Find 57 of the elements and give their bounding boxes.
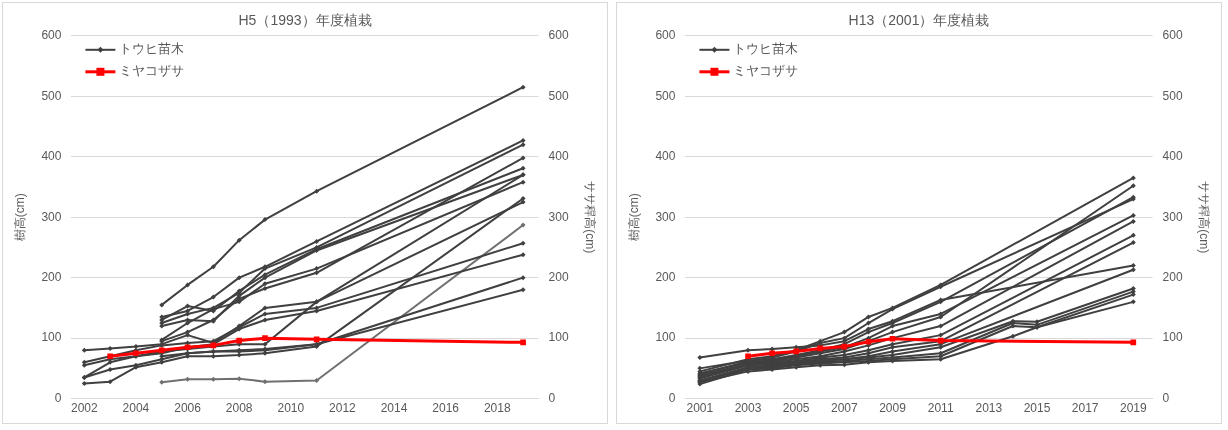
y2-tick-label: 100: [548, 330, 569, 345]
x-tick-label: 2013: [975, 401, 1003, 416]
legend-label: トウヒ苗木: [733, 41, 799, 57]
legend-label: ミヤコザサ: [119, 63, 185, 79]
legend-label: トウヒ苗木: [119, 41, 185, 57]
y-tick-label: 200: [41, 269, 62, 284]
chart-title: H13（2001）年度植栽: [848, 12, 990, 29]
x-tick-label: 2016: [432, 401, 460, 416]
y2-tick-label: 200: [1162, 269, 1183, 284]
x-tick-label: 2017: [1071, 401, 1099, 416]
x-tick-label: 2002: [70, 401, 98, 416]
y-tick-label: 600: [41, 28, 62, 43]
x-tick-label: 2018: [483, 401, 511, 416]
x-tick-label: 2006: [174, 401, 202, 416]
y-tick-label: 300: [41, 209, 62, 224]
y-tick-label: 300: [655, 209, 676, 224]
x-tick-label: 2008: [225, 401, 253, 416]
y-tick-label: 0: [54, 390, 62, 405]
x-tick-label: 2019: [1119, 401, 1147, 416]
y2-tick-label: 600: [1162, 28, 1183, 43]
x-tick-label: 2015: [1023, 401, 1051, 416]
x-tick-label: 2014: [380, 401, 408, 416]
y-tick-label: 500: [41, 88, 62, 103]
y2-tick-label: 300: [548, 209, 569, 224]
y-tick-label: 100: [655, 330, 676, 345]
x-tick-label: 2012: [329, 401, 357, 416]
y2-tick-label: 400: [548, 149, 569, 164]
x-tick-label: 2011: [927, 401, 954, 416]
y2-tick-label: 300: [1162, 209, 1183, 224]
y-tick-label: 200: [655, 269, 676, 284]
x-tick-label: 2001: [686, 401, 714, 416]
x-tick-label: 2007: [831, 401, 859, 416]
x-tick-label: 2005: [782, 401, 810, 416]
y2-tick-label: 0: [548, 390, 556, 405]
y-tick-label: 500: [655, 88, 676, 103]
y2-tick-label: 400: [1162, 149, 1183, 164]
y-tick-label: 400: [655, 149, 676, 164]
y2-tick-label: 0: [1162, 390, 1170, 405]
y2-axis-title: ササ稈高(cm): [583, 181, 598, 254]
y2-tick-label: 600: [548, 28, 569, 43]
x-tick-label: 2003: [734, 401, 762, 416]
y-tick-label: 100: [41, 330, 62, 345]
y-axis-title: 樹高(cm): [626, 193, 641, 242]
y2-tick-label: 500: [548, 88, 569, 103]
y2-axis-title: ササ稈高(cm): [1197, 181, 1212, 254]
y-axis-title: 樹高(cm): [12, 193, 27, 242]
legend-label: ミヤコザサ: [733, 63, 799, 79]
y2-tick-label: 200: [548, 269, 569, 284]
y2-tick-label: 500: [1162, 88, 1183, 103]
x-tick-label: 2009: [879, 401, 907, 416]
x-tick-label: 2004: [122, 401, 150, 416]
x-tick-label: 2010: [277, 401, 305, 416]
y-tick-label: 400: [41, 149, 62, 164]
chart-title: H5（1993）年度植栽: [238, 12, 372, 29]
y-tick-label: 0: [668, 390, 676, 405]
y-tick-label: 600: [655, 28, 676, 43]
y2-tick-label: 100: [1162, 330, 1183, 345]
